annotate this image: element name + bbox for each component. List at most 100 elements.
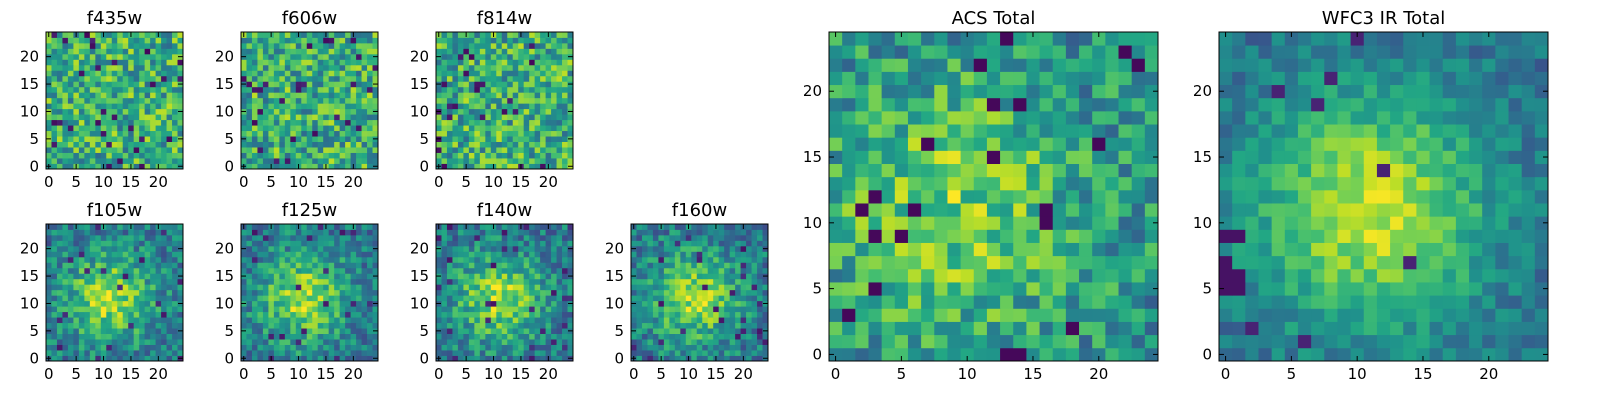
heatmap-cell <box>685 245 692 252</box>
heatmap-cell <box>496 37 503 44</box>
heatmap-cell <box>1118 295 1133 309</box>
heatmap-cell <box>133 42 140 49</box>
heatmap-cell <box>345 256 351 263</box>
heatmap-cell <box>545 339 552 345</box>
heatmap-cell <box>161 339 167 345</box>
heatmap-cell <box>534 256 541 263</box>
heatmap-cell <box>251 289 258 296</box>
heatmap-cell <box>674 251 681 258</box>
heatmap-cell <box>973 282 988 296</box>
heatmap-cell <box>446 37 453 44</box>
heatmap-cell <box>934 282 948 296</box>
heatmap-cell <box>367 64 373 71</box>
heatmap-cell <box>372 125 379 132</box>
heatmap-cell <box>290 136 297 142</box>
heatmap-cell <box>507 108 514 115</box>
heatmap-cell <box>457 70 464 77</box>
heatmap-cell <box>279 355 286 362</box>
heatmap-cell <box>150 42 156 49</box>
heatmap-cell <box>361 48 368 55</box>
heatmap-cell <box>658 311 665 318</box>
heatmap-cell <box>56 42 63 49</box>
heatmap-cell <box>117 103 124 110</box>
heatmap-cell <box>312 278 319 285</box>
heatmap-cell <box>323 328 330 334</box>
heatmap-cell <box>106 32 113 38</box>
x-tick-label: 5 <box>71 173 81 191</box>
heatmap-cell <box>479 295 486 302</box>
heatmap-cell <box>1065 203 1080 217</box>
heatmap-cell <box>46 75 52 82</box>
heatmap-cell <box>1092 282 1106 296</box>
heatmap-cell <box>62 97 69 104</box>
heatmap-cell <box>350 262 357 269</box>
heatmap-cell <box>46 322 52 329</box>
heatmap-cell <box>67 295 74 302</box>
heatmap-cell <box>111 344 118 351</box>
heatmap-cell <box>133 59 140 66</box>
heatmap-cell <box>84 32 91 38</box>
heatmap-cell <box>339 267 346 274</box>
heatmap-cell <box>117 229 124 236</box>
heatmap-cell <box>306 355 313 362</box>
heatmap-cell <box>540 256 546 263</box>
heatmap-cell <box>139 32 146 38</box>
heatmap-cell <box>295 278 302 285</box>
heatmap-cell <box>78 289 85 296</box>
heatmap-cell <box>718 322 725 329</box>
heatmap-cell <box>518 289 525 296</box>
heatmap-cell <box>501 300 508 307</box>
heatmap-cell <box>251 158 258 164</box>
heatmap-cell <box>1118 189 1133 204</box>
heatmap-cell <box>46 97 52 104</box>
heatmap-cell <box>144 234 151 241</box>
heatmap-cell <box>740 289 747 296</box>
heatmap-cell <box>67 333 74 340</box>
heatmap-cell <box>284 240 291 247</box>
heatmap-cell <box>947 163 961 178</box>
heatmap-cell <box>301 163 308 170</box>
heatmap-cell <box>512 97 519 104</box>
heatmap-cell <box>490 141 497 148</box>
heatmap-cell <box>312 234 319 241</box>
heatmap-cell <box>441 103 448 110</box>
heatmap-cell <box>241 75 247 82</box>
heatmap-cell <box>441 273 448 280</box>
heatmap-cell <box>144 147 151 153</box>
heatmap-cell <box>284 224 291 230</box>
heatmap-cell <box>356 328 362 334</box>
heatmap-cell <box>166 273 173 280</box>
heatmap-cell <box>751 256 758 263</box>
heatmap-cell <box>262 278 269 285</box>
heatmap-cell <box>56 136 63 142</box>
heatmap-cell <box>290 32 297 38</box>
heatmap-cell <box>150 278 156 285</box>
heatmap-cell <box>111 317 118 324</box>
heatmap-cell <box>251 328 258 334</box>
heatmap-cell <box>556 92 563 99</box>
heatmap-cell <box>1013 229 1027 243</box>
heatmap-cell <box>631 256 637 263</box>
heatmap-cell <box>562 267 568 274</box>
heatmap-cell <box>507 32 514 38</box>
heatmap-cell <box>150 163 156 170</box>
heatmap-cell <box>529 234 536 241</box>
heatmap-cell <box>751 344 758 351</box>
heatmap-cell <box>534 245 541 252</box>
heatmap-cell <box>301 311 308 318</box>
heatmap-cell <box>735 350 741 356</box>
heatmap-cell <box>468 350 475 356</box>
heatmap-cell <box>312 92 319 99</box>
heatmap-cell <box>111 37 118 44</box>
heatmap-cell <box>312 37 319 44</box>
heatmap-cell <box>257 103 264 110</box>
heatmap-cell <box>496 75 503 82</box>
heatmap-cell <box>894 321 909 336</box>
heatmap-cell <box>150 344 156 351</box>
heatmap-cell <box>312 53 319 60</box>
heatmap-cell <box>529 59 536 66</box>
heatmap-cell <box>468 317 475 324</box>
heatmap-cell <box>986 255 1001 270</box>
heatmap-cell <box>67 328 74 334</box>
heatmap-cell <box>155 256 162 263</box>
